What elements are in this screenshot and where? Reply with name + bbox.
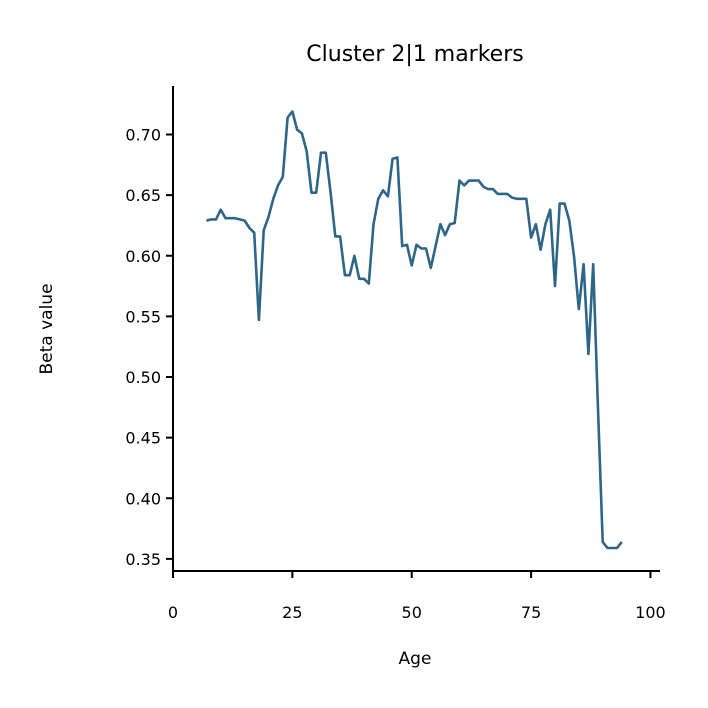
y-tick-label: 0.60: [125, 247, 161, 266]
x-tick-label: 75: [521, 603, 541, 622]
y-tick-label: 0.65: [125, 186, 161, 205]
x-tick-label: 100: [635, 603, 666, 622]
y-tick-label: 0.40: [125, 489, 161, 508]
axes: [172, 86, 660, 572]
chart-title: Cluster 2|1 markers: [306, 42, 523, 67]
series-line: [206, 110, 623, 550]
x-tick-label: 25: [282, 603, 302, 622]
y-tick-label: 0.50: [125, 368, 161, 387]
x-tick-label: 50: [402, 603, 422, 622]
y-tick-label: 0.55: [125, 307, 161, 326]
x-tick-label: 0: [168, 603, 178, 622]
y-tick-label: 0.70: [125, 126, 161, 145]
y-axis-label: Beta value: [37, 283, 57, 374]
y-tick-label: 0.35: [125, 550, 161, 569]
x-axis-ticks: 0 25 50 75 100: [168, 571, 666, 622]
series-group: [206, 110, 623, 550]
x-axis-label: Age: [399, 649, 432, 669]
y-axis-ticks: 0.35 0.40 0.45 0.50 0.55 0.60 0.65 0.70: [125, 126, 173, 569]
y-tick-label: 0.45: [125, 429, 161, 448]
